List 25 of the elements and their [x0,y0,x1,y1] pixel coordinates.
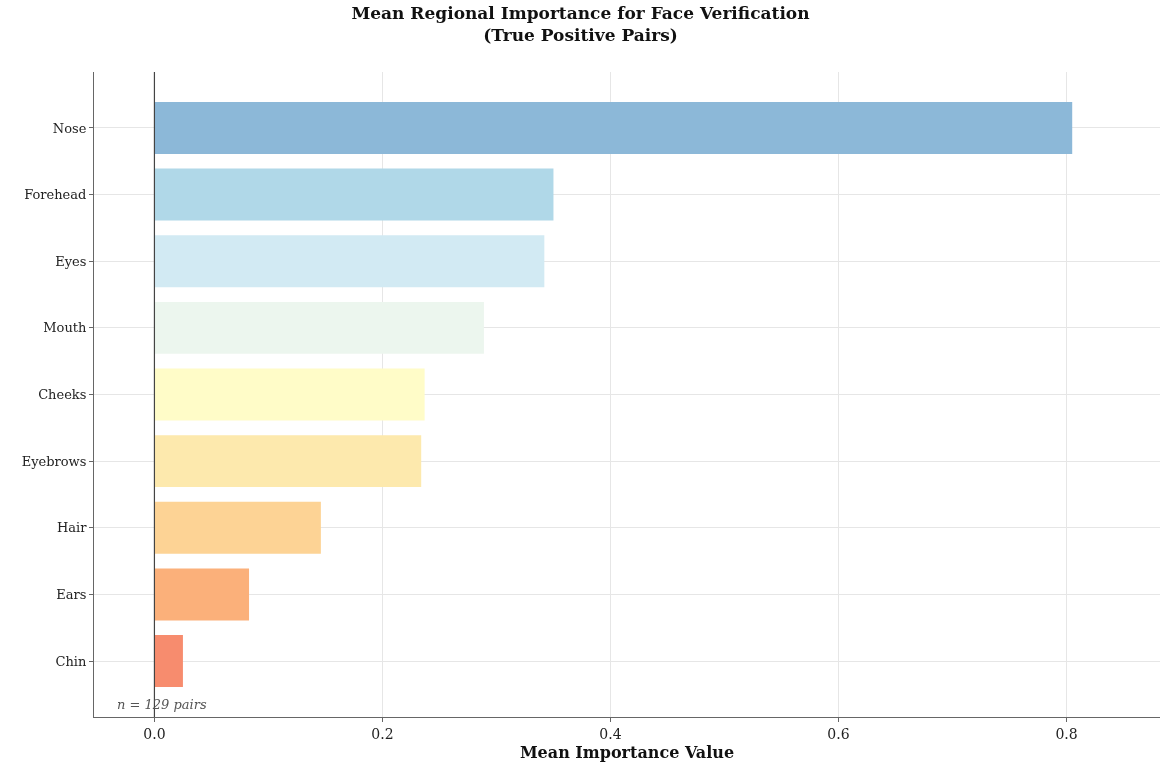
bar [154,568,250,621]
bar [154,501,321,554]
y-tick-label: Nose [52,120,87,136]
x-tick-label: 0.6 [827,725,850,742]
bar [154,168,554,221]
y-tick-label: Mouth [43,320,88,336]
y-tick-label: Ears [56,586,87,602]
chart-title: Mean Regional Importance for Face Verification (True Positive Pairs) [351,3,810,46]
y-tick-label: Cheeks [38,387,87,403]
y-tick-label: Chin [55,653,88,669]
x-tick-label: 0.0 [143,725,166,742]
bar [154,368,425,421]
y-tick-label: Hair [56,520,88,536]
bar [154,635,183,688]
x-tick-label: 0.4 [599,725,622,742]
bar [154,235,545,288]
bar [154,301,484,354]
x-axis-title: Mean Importance Value [519,743,735,763]
y-tick-label: Eyes [55,253,87,269]
x-tick-label: 0.2 [371,725,394,742]
x-tick-label: 0.8 [1055,725,1078,742]
y-tick-label: Eyebrows [21,453,87,469]
bar [154,101,1073,154]
bar [154,435,422,488]
y-tick-label: Forehead [24,187,87,203]
